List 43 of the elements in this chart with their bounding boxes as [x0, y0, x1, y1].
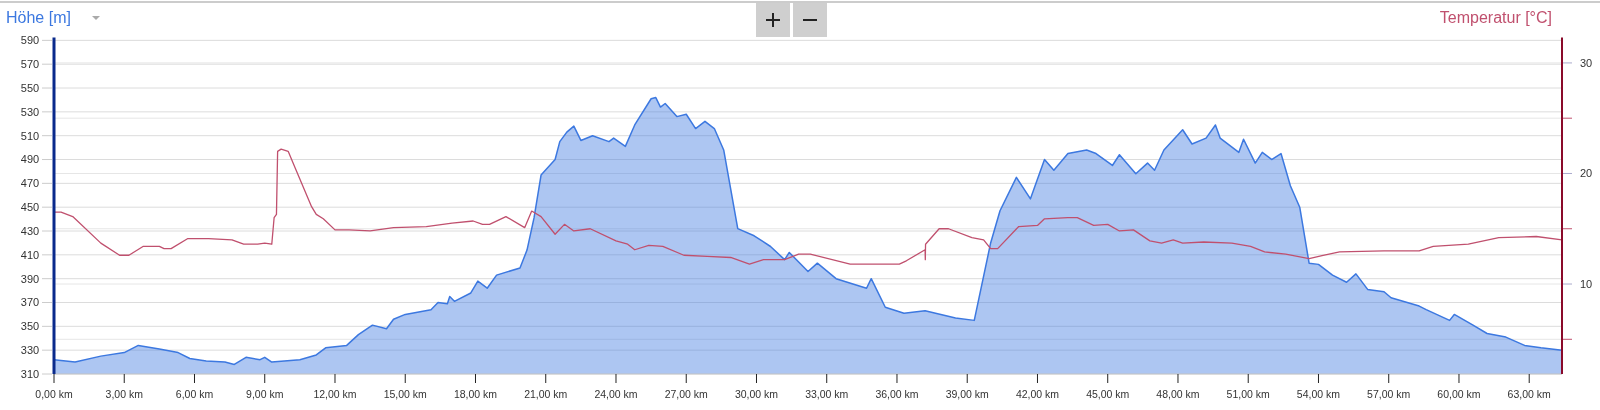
x-tick-label: 39,00 km — [945, 388, 990, 400]
x-tick-label: 54,00 km — [1296, 388, 1341, 400]
y-tick-label: 510 — [20, 129, 40, 142]
x-tick-label: 15,00 km — [383, 388, 428, 400]
y-tick-label: 570 — [20, 58, 40, 71]
x-tick-label: 48,00 km — [1156, 388, 1200, 400]
x-tick-label: 42,00 km — [1015, 388, 1060, 400]
y-tick-label: 350 — [20, 320, 40, 333]
x-tick-label: 9,00 km — [246, 388, 284, 400]
x-tick-label: 3,00 km — [105, 388, 144, 400]
x-tick-label: 21,00 km — [524, 388, 568, 400]
x-tick-label: 0,00 km — [35, 388, 73, 400]
y2-tick-label: 30 — [1579, 56, 1593, 69]
x-tick-label: 30,00 km — [734, 388, 779, 400]
line-series — [53, 148, 1563, 265]
y2-tick-label: 20 — [1579, 167, 1593, 180]
x-tick-label: 57,00 km — [1367, 388, 1411, 400]
x-tick-label: 12,00 km — [313, 388, 357, 400]
x-tick-label: 27,00 km — [664, 388, 709, 400]
x-tick-label: 36,00 km — [875, 388, 919, 400]
y-tick-label: 530 — [20, 105, 40, 118]
y-tick-label: 310 — [20, 367, 40, 380]
x-tick-label: 24,00 km — [594, 388, 638, 400]
y-axis-title: Höhe [m] — [6, 9, 71, 26]
y-tick-label: 470 — [20, 177, 40, 190]
y-tick-label: 450 — [20, 201, 40, 214]
y-tick-label: 330 — [20, 344, 40, 357]
y-tick-label: 410 — [20, 248, 40, 261]
y-tick-label: 390 — [20, 272, 40, 285]
x-tick-label: 33,00 km — [805, 388, 849, 400]
x-tick-label: 63,00 km — [1507, 388, 1552, 400]
x-tick-label: 51,00 km — [1226, 388, 1271, 400]
y-tick-label: 490 — [20, 153, 40, 166]
x-tick-label: 6,00 km — [175, 388, 214, 400]
x-tick-label: 45,00 km — [1086, 388, 1130, 400]
y-tick-label: 430 — [20, 224, 40, 237]
x-tick-label: 18,00 km — [453, 388, 498, 400]
y-tick-label: 590 — [20, 34, 40, 47]
y2-tick-label: 10 — [1579, 277, 1593, 290]
x-tick-label: 60,00 km — [1437, 388, 1481, 400]
y-tick-label: 550 — [20, 81, 40, 94]
y2-axis-title: Temperatur [°C] — [1439, 9, 1552, 26]
y-tick-label: 370 — [20, 296, 40, 309]
